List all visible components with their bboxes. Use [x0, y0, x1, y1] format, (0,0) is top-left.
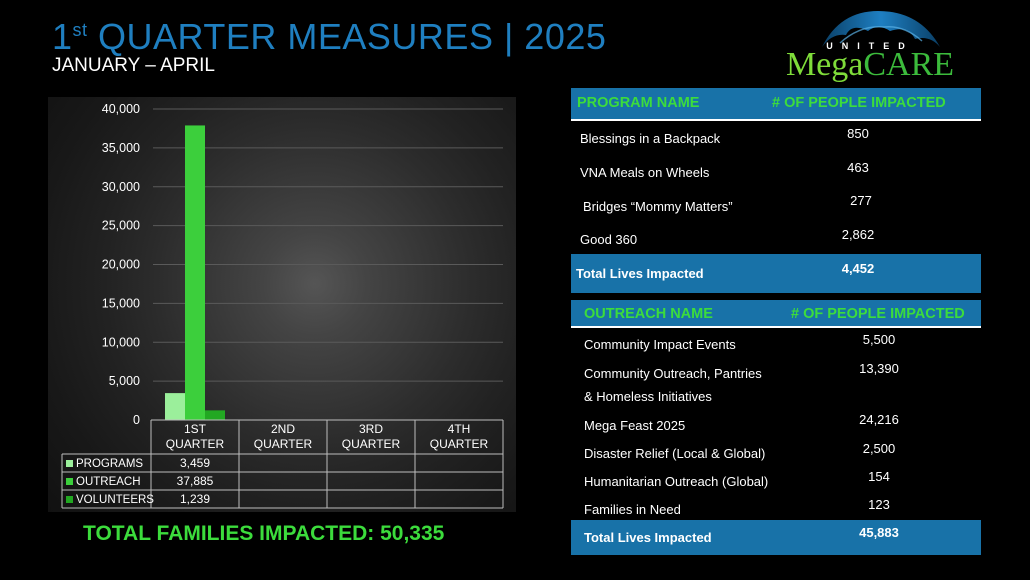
program-row-value: 277 — [850, 193, 872, 208]
quarterly-bar-chart: 0 5,000 10,000 15,000 20,000 25,000 30,000 35,0… — [61, 102, 504, 509]
x-tick-label: 4TH — [448, 422, 471, 436]
program-total-row: Total Lives Impacted 4,452 — [571, 254, 981, 293]
outreach-row-value: 2,500 — [862, 441, 896, 456]
legend-key-volunteers — [66, 496, 73, 503]
title-superscript: st — [72, 20, 88, 40]
legend-label: OUTREACH — [76, 476, 141, 488]
outreach-row-name-line2: & Homeless Initiatives — [584, 389, 712, 404]
program-row-name: VNA Meals on Wheels — [580, 165, 710, 180]
chart-panel: 0 5,000 10,000 15,000 20,000 25,000 30,000 35,0… — [48, 97, 516, 512]
title-prefix: 1 — [52, 16, 73, 57]
program-table: PROGRAM NAME # OF PEOPLE IMPACTED Blessi… — [571, 88, 981, 293]
x-tick-label: 2ND — [271, 422, 295, 436]
bar-programs — [165, 393, 185, 420]
outreach-row-value: 24,216 — [859, 412, 899, 427]
program-total-label: Total Lives Impacted — [576, 266, 704, 281]
x-tick-label: 3RD — [359, 422, 383, 436]
title-text: QUARTER MEASURES | 2025 — [87, 16, 607, 57]
program-table-header: PROGRAM NAME # OF PEOPLE IMPACTED — [571, 88, 981, 121]
data-label: 3,459 — [180, 456, 210, 470]
page-subtitle: JANUARY – APRIL — [52, 55, 215, 76]
y-tick-label: 35,000 — [102, 141, 140, 155]
outreach-row-name: Families in Need — [584, 502, 681, 517]
x-tick-label: QUARTER — [342, 437, 401, 451]
y-tick-label: 40,000 — [102, 102, 140, 116]
bar-outreach — [185, 125, 205, 420]
outreach-total-value: 45,883 — [859, 525, 899, 540]
y-tick-label: 15,000 — [102, 296, 140, 310]
x-tick-label: QUARTER — [166, 437, 225, 451]
outreach-row-value: 154 — [868, 469, 890, 484]
x-tick-label: QUARTER — [430, 437, 489, 451]
united-megacare-logo: UNITED MegaCARE — [780, 5, 960, 85]
outreach-total-row: Total Lives Impacted 45,883 — [571, 520, 981, 555]
outreach-count-header: # OF PEOPLE IMPACTED — [791, 306, 965, 322]
y-tick-label: 30,000 — [102, 180, 140, 194]
outreach-total-label: Total Lives Impacted — [584, 530, 712, 545]
outreach-row-name: Mega Feast 2025 — [584, 418, 686, 433]
program-count-header: # OF PEOPLE IMPACTED — [772, 95, 946, 111]
legend-label: VOLUNTEERS — [76, 494, 154, 506]
logo-wordmark: MegaCARE — [780, 47, 960, 83]
page-title: 1st QUARTER MEASURES | 2025 — [52, 16, 606, 58]
logo-mega-text: Mega — [785, 46, 864, 83]
program-row-value: 850 — [847, 126, 869, 141]
outreach-row-name: Community Outreach, Pantries — [584, 366, 762, 381]
y-tick-label: 0 — [133, 413, 140, 427]
program-row-name: Blessings in a Backpack — [580, 131, 721, 146]
outreach-table-header: OUTREACH NAME # OF PEOPLE IMPACTED — [571, 300, 981, 328]
bar-volunteers — [205, 410, 225, 420]
outreach-row-name: Disaster Relief (Local & Global) — [584, 446, 766, 461]
y-tick-label: 20,000 — [102, 258, 140, 272]
x-tick-label: QUARTER — [254, 437, 313, 451]
logo-care-text: CARE — [863, 46, 955, 83]
legend-key-outreach — [66, 478, 73, 485]
outreach-table: OUTREACH NAME # OF PEOPLE IMPACTED Commu… — [571, 300, 981, 555]
outreach-row-name: Community Impact Events — [584, 337, 736, 352]
program-name-header: PROGRAM NAME — [577, 95, 700, 111]
outreach-name-header: OUTREACH NAME — [584, 306, 713, 322]
legend-label: PROGRAMS — [76, 458, 143, 470]
outreach-row-value: 13,390 — [859, 361, 899, 376]
total-families-impacted: TOTAL FAMILIES IMPACTED: 50,335 — [83, 522, 445, 545]
y-tick-label: 5,000 — [109, 374, 140, 388]
globe-icon — [822, 11, 940, 47]
data-label: 1,239 — [180, 492, 210, 506]
legend-key-programs — [66, 460, 73, 467]
program-row-value: 463 — [847, 160, 869, 175]
program-row-name: Bridges “Mommy Matters” — [583, 199, 733, 214]
outreach-row-value: 123 — [868, 497, 890, 512]
program-row-value: 2,862 — [841, 227, 875, 242]
outreach-row-value: 5,500 — [862, 332, 896, 347]
program-total-value: 4,452 — [841, 261, 875, 276]
data-label: 37,885 — [177, 474, 214, 488]
logo-united-text: UNITED — [826, 41, 914, 51]
program-row-name: Good 360 — [580, 232, 638, 247]
y-tick-label: 10,000 — [102, 335, 140, 349]
x-tick-label: 1ST — [184, 422, 207, 436]
outreach-row-name: Humanitarian Outreach (Global) — [584, 474, 769, 489]
y-tick-label: 25,000 — [102, 219, 140, 233]
